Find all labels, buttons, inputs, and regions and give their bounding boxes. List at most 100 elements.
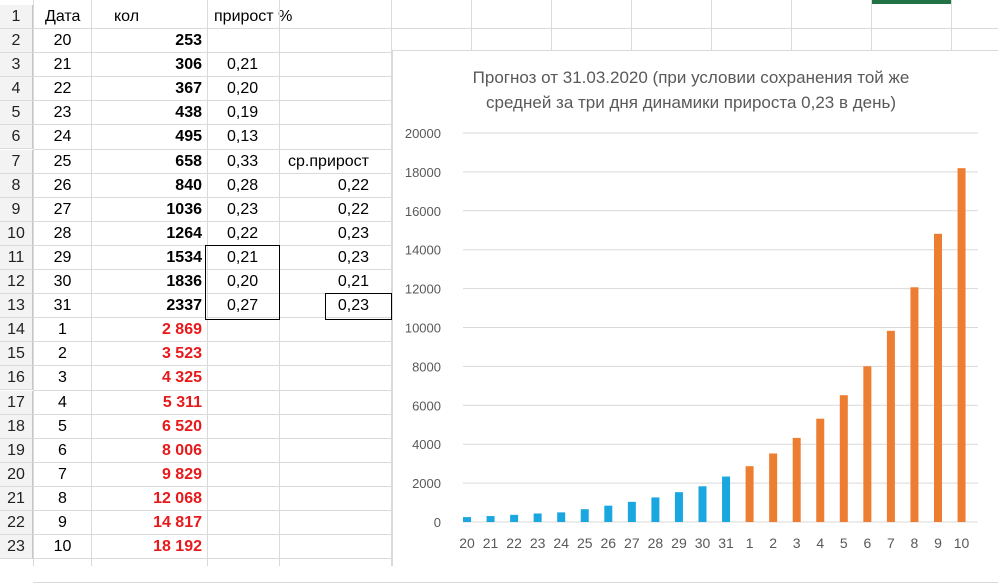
cell-avg-growth[interactable] [280, 511, 390, 535]
cell-avg-growth[interactable] [280, 342, 390, 366]
cell-growth[interactable]: 0,21 [227, 248, 259, 266]
cell-avg-growth[interactable] [280, 53, 390, 77]
cell-avg-growth[interactable] [280, 29, 390, 53]
bar-7[interactable] [886, 330, 895, 522]
cell-growth[interactable] [208, 342, 278, 366]
cell-avg-growth[interactable] [280, 77, 390, 101]
cell-count[interactable]: 18 192 [153, 538, 202, 556]
row-header[interactable]: 23 [0, 535, 33, 560]
chart-area[interactable]: Прогноз от 31.03.2020 (при условии сохра… [392, 50, 998, 566]
cell-count[interactable]: 1264 [166, 224, 202, 242]
bar-27[interactable] [627, 501, 636, 522]
cell-growth[interactable]: 0,23 [227, 200, 259, 218]
cell-avg-growth[interactable] [280, 535, 390, 559]
bar-31[interactable] [722, 476, 731, 522]
cell-date[interactable]: 25 [53, 152, 72, 170]
cell-date[interactable]: 28 [53, 224, 72, 242]
cell-avg-growth[interactable] [280, 487, 390, 511]
cell-growth[interactable]: 0,33 [227, 152, 259, 170]
cell-date[interactable]: 4 [58, 393, 67, 411]
cell-date[interactable]: 24 [53, 128, 72, 146]
bar-30[interactable] [698, 486, 707, 522]
column-title-count[interactable]: кол [114, 8, 140, 25]
bar-5[interactable] [839, 395, 848, 522]
cell-date[interactable]: 2 [58, 345, 67, 363]
bar-6[interactable] [863, 366, 872, 522]
cell-growth[interactable] [208, 366, 278, 390]
cell-count[interactable]: 5 311 [162, 393, 202, 411]
cell-count[interactable]: 1836 [166, 273, 202, 290]
row-header[interactable]: 15 [0, 342, 33, 367]
cell-avg-growth[interactable] [280, 125, 390, 149]
row-header[interactable]: 17 [0, 390, 33, 415]
cell-growth[interactable] [208, 463, 278, 487]
row-header[interactable]: 8 [0, 173, 33, 198]
cell-date[interactable]: 26 [53, 176, 72, 194]
row-header[interactable]: 2 [0, 29, 33, 53]
cell-growth[interactable] [208, 439, 278, 463]
cell-date[interactable]: 5 [58, 417, 67, 435]
bar-4[interactable] [816, 418, 825, 522]
row-header[interactable]: 9 [0, 197, 33, 222]
row-header[interactable]: 4 [0, 77, 33, 102]
bar-9[interactable] [934, 233, 942, 522]
bar-21[interactable] [486, 516, 495, 522]
bar-3[interactable] [792, 437, 801, 522]
cell-count[interactable]: 2337 [166, 297, 202, 315]
cell-avg-growth[interactable] [280, 318, 390, 342]
cell-growth[interactable]: 0,13 [227, 128, 259, 146]
bar-28[interactable] [651, 497, 660, 522]
cell-growth[interactable] [208, 29, 278, 53]
row-header[interactable]: 12 [0, 270, 33, 294]
cell-growth[interactable] [208, 415, 278, 439]
row-header[interactable]: 13 [0, 294, 33, 319]
cell-count[interactable]: 367 [175, 80, 202, 98]
row-header[interactable]: 14 [0, 318, 33, 343]
cell-growth[interactable] [208, 391, 278, 415]
cell-date[interactable]: 21 [53, 56, 72, 74]
row-header[interactable]: 5 [0, 101, 33, 126]
bar-23[interactable] [533, 513, 542, 522]
cell-date[interactable]: 23 [53, 104, 72, 122]
cell-date[interactable]: 8 [58, 489, 67, 507]
cell-avg-growth[interactable]: 0,21 [337, 273, 369, 290]
bar-26[interactable] [604, 505, 613, 522]
row-header[interactable]: 21 [0, 486, 33, 511]
column-title-growth[interactable]: прирост % [214, 8, 293, 25]
cell-growth[interactable]: 0,28 [227, 176, 259, 194]
cell-count[interactable]: 253 [175, 32, 202, 49]
cell-date[interactable]: 30 [53, 273, 72, 290]
cell-growth[interactable] [208, 511, 278, 535]
cell-growth[interactable]: 0,20 [227, 80, 259, 98]
cell-count[interactable]: 438 [175, 104, 202, 122]
row-header[interactable]: 1 [0, 5, 33, 29]
cell-count[interactable]: 14 817 [153, 514, 202, 531]
row-header[interactable]: 19 [0, 438, 33, 463]
cell-avg-growth[interactable]: 0,22 [337, 176, 369, 194]
cell-count[interactable]: 6 520 [161, 417, 202, 435]
column-title-date[interactable]: Дата [45, 8, 81, 25]
cell-growth[interactable]: 0,27 [227, 297, 259, 315]
bar-29[interactable] [674, 492, 683, 522]
cell-date[interactable]: 10 [53, 538, 72, 556]
cell-growth[interactable]: 0,19 [227, 104, 259, 122]
bar-25[interactable] [580, 509, 589, 522]
cell-avg-growth[interactable] [280, 366, 390, 390]
bar-2[interactable] [769, 453, 778, 522]
cell-date[interactable]: 27 [53, 200, 72, 218]
cell-date[interactable]: 1 [58, 321, 67, 339]
cell-date[interactable]: 22 [53, 80, 72, 98]
bar-1[interactable] [745, 466, 754, 522]
cell-growth[interactable]: 0,22 [227, 224, 259, 242]
cell-date[interactable]: 9 [58, 514, 67, 531]
row-header[interactable]: 10 [0, 221, 33, 246]
cell-avg-growth[interactable]: 0,23 [337, 297, 369, 315]
cell-count[interactable]: 658 [175, 152, 202, 170]
bar-20[interactable] [463, 517, 471, 522]
cell-growth[interactable] [208, 487, 278, 511]
cell-avg-growth[interactable]: 0,22 [337, 200, 369, 218]
cell-avg-growth[interactable]: 0,23 [337, 224, 369, 242]
bar-24[interactable] [557, 512, 566, 522]
row-header[interactable]: 11 [0, 245, 33, 270]
row-header[interactable]: 6 [0, 125, 33, 150]
